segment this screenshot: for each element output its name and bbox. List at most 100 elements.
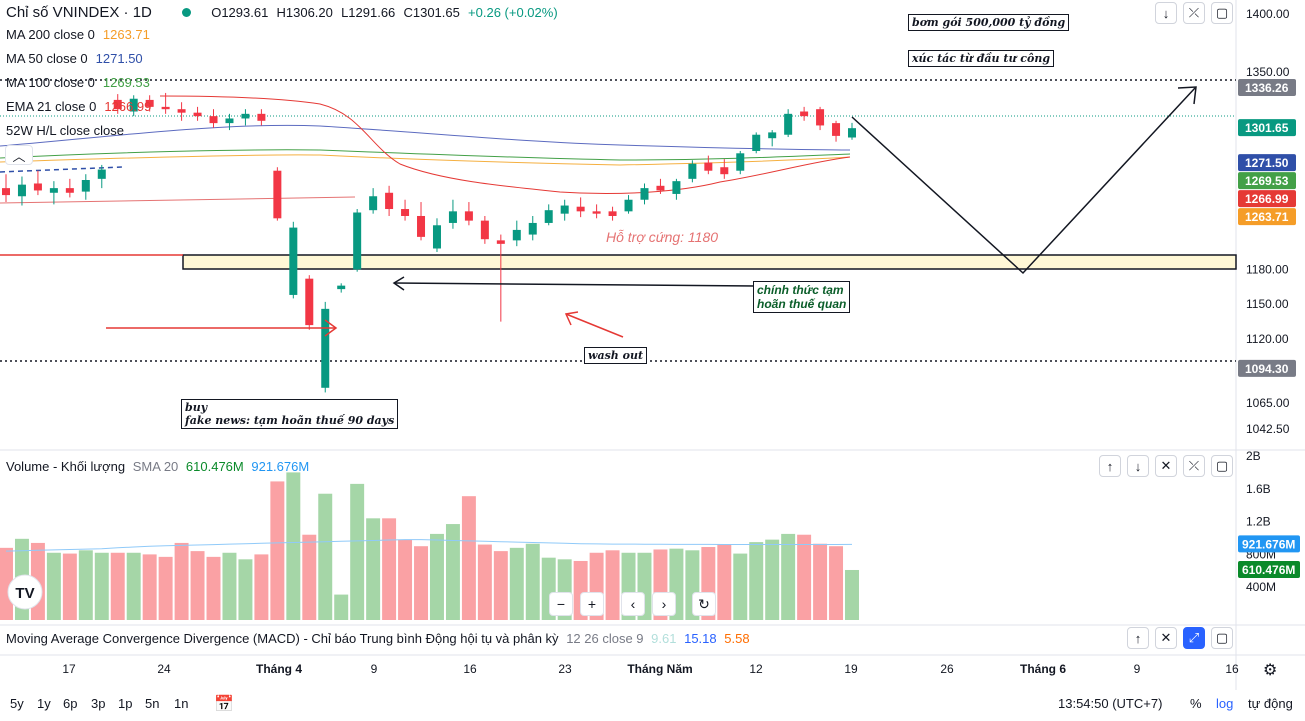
price-label: 1094.30: [1238, 359, 1296, 377]
volume-bar: [845, 569, 859, 620]
collapse-button[interactable]: ⤫: [1183, 2, 1205, 24]
close-icon: ✕: [1160, 630, 1172, 645]
indicator-legend-row[interactable]: MA 100 close 0 1269.53: [6, 75, 150, 91]
candle-body: [113, 99, 122, 110]
candle: [832, 120, 841, 142]
volume-bar: [318, 493, 333, 620]
arrow-up-icon: ↑: [1134, 630, 1142, 646]
macd-move-up-button[interactable]: ↑: [1127, 627, 1149, 649]
candle-body: [129, 98, 138, 112]
candle: [321, 301, 330, 393]
move-down-button[interactable]: ↓: [1155, 2, 1177, 24]
reset-chart-button[interactable]: ↻: [692, 592, 716, 616]
volume-bar: [94, 552, 109, 620]
volume-remove-button[interactable]: ✕: [1155, 455, 1177, 477]
candle: [672, 178, 681, 200]
price-label-bg: [1238, 190, 1296, 208]
volume-move-up-button[interactable]: ↑: [1099, 455, 1121, 477]
candle-body: [193, 112, 202, 117]
volume-move-down-button[interactable]: ↓: [1127, 455, 1149, 477]
log-toggle[interactable]: log: [1216, 696, 1234, 711]
time-tick-label: 17: [62, 662, 76, 676]
auto-toggle[interactable]: tự động: [1248, 696, 1293, 711]
price-axis: 1400.00 1350.00 1180.00 1150.00 1120.00 1065.…: [1246, 7, 1290, 436]
market-status-icon: [182, 8, 192, 17]
settings-gear-icon[interactable]: ⚙: [1263, 662, 1278, 679]
candle: [544, 204, 553, 226]
annotation-xuctac[interactable]: xúc tác từ đầu tư công: [908, 50, 1055, 67]
arrow-left: [393, 282, 757, 287]
indicator-legend-row[interactable]: EMA 21 close 0 1266.99: [6, 99, 151, 115]
volume-title[interactable]: Volume - Khối lượng: [6, 459, 126, 474]
macd-legend: Moving Average Convergence Divergence (M…: [6, 631, 750, 646]
candle: [33, 170, 42, 196]
chart-canvas: Hỗ trợ cứng: 1180 1400.001350.001180.001…: [0, 0, 1305, 690]
macd-expand-button[interactable]: ⤢: [1183, 627, 1205, 649]
annotation-buy[interactable]: buy fake news: tạm hoãn thuế 90 days: [181, 399, 399, 429]
candle-body: [512, 229, 521, 241]
range-button-1p[interactable]: 1p: [118, 696, 133, 711]
collapse-legend-button[interactable]: ︿: [5, 145, 33, 165]
zoom-out-button[interactable]: −: [549, 592, 573, 616]
volume-label-text: 921.676M: [1242, 537, 1295, 551]
candle: [241, 109, 250, 126]
candle-body: [656, 185, 665, 191]
volume-label-text: 610.476M: [1242, 563, 1295, 577]
price-label: 1271.50: [1238, 154, 1296, 172]
range-button-6p[interactable]: 6p: [63, 696, 78, 711]
macd-maximize-button[interactable]: ▢: [1211, 627, 1233, 649]
scroll-right-button[interactable]: ›: [652, 592, 676, 616]
volume-label: 921.676M: [1238, 535, 1300, 553]
time-tick-label: 9: [1134, 662, 1141, 676]
volume-bar: [813, 543, 828, 620]
volume-maximize-button[interactable]: ▢: [1211, 455, 1233, 477]
indicator-legend-row[interactable]: MA 50 close 0 1271.50: [6, 51, 143, 67]
macd-title[interactable]: Moving Average Convergence Divergence (M…: [6, 631, 559, 646]
percent-toggle[interactable]: %: [1190, 696, 1202, 711]
range-button-3p[interactable]: 3p: [91, 696, 106, 711]
candle: [656, 178, 665, 194]
volume-bar: [78, 550, 93, 620]
candle-body: [640, 188, 649, 200]
candle: [353, 209, 362, 272]
indicator-value: 1269.53: [102, 75, 150, 90]
range-button-5y[interactable]: 5y: [10, 696, 24, 711]
candle: [209, 109, 218, 128]
volume-tick-label: 1.2B: [1246, 515, 1271, 529]
ma50-line: [0, 124, 851, 151]
price-label-text: 1094.30: [1245, 362, 1289, 376]
candle-body: [385, 192, 394, 210]
volume-bar: [286, 472, 301, 620]
tradingview-logo: [7, 574, 43, 610]
annotation-washout[interactable]: wash out: [584, 347, 648, 364]
zoom-in-button[interactable]: +: [580, 592, 604, 616]
range-button-5n[interactable]: 5n: [145, 696, 160, 711]
range-button-1n[interactable]: 1n: [174, 696, 189, 711]
annotation-bom[interactable]: bơm gói 500,000 tỷ đồng: [908, 14, 1070, 31]
candle-body: [81, 180, 90, 192]
candle: [145, 95, 154, 112]
candle-body: [848, 128, 856, 138]
ohlc-high: H1306.20: [276, 5, 333, 20]
candle: [464, 202, 473, 226]
price-label: 1336.26: [1238, 78, 1296, 96]
calendar-icon[interactable]: 📅: [214, 696, 234, 713]
candle: [337, 283, 346, 293]
symbol-title[interactable]: Chỉ số VNINDEX · 1D: [6, 4, 152, 21]
price-label: 1301.65: [1238, 119, 1296, 137]
scroll-left-button[interactable]: ‹: [621, 592, 645, 616]
volume-collapse-button[interactable]: ⤫: [1183, 455, 1205, 477]
arrow-red-up: [565, 313, 624, 338]
indicator-legend-row[interactable]: 52W H/L close close: [6, 123, 124, 139]
candle-body: [528, 222, 537, 235]
range-button-1y[interactable]: 1y: [37, 696, 51, 711]
indicator-legend-row[interactable]: MA 200 close 0 1263.71: [6, 27, 150, 43]
clock-readout[interactable]: 13:54:50 (UTC+7): [1058, 696, 1163, 711]
ohlc-close: C1301.65: [403, 5, 460, 20]
annotation-official[interactable]: chính thức tạm hoãn thuế quan: [753, 281, 851, 313]
candle: [736, 150, 745, 175]
maximize-button[interactable]: ▢: [1211, 2, 1233, 24]
macd-remove-button[interactable]: ✕: [1155, 627, 1177, 649]
indicator-value: 1271.50: [95, 51, 143, 66]
indicator-name: MA 100 close 0: [6, 75, 95, 90]
